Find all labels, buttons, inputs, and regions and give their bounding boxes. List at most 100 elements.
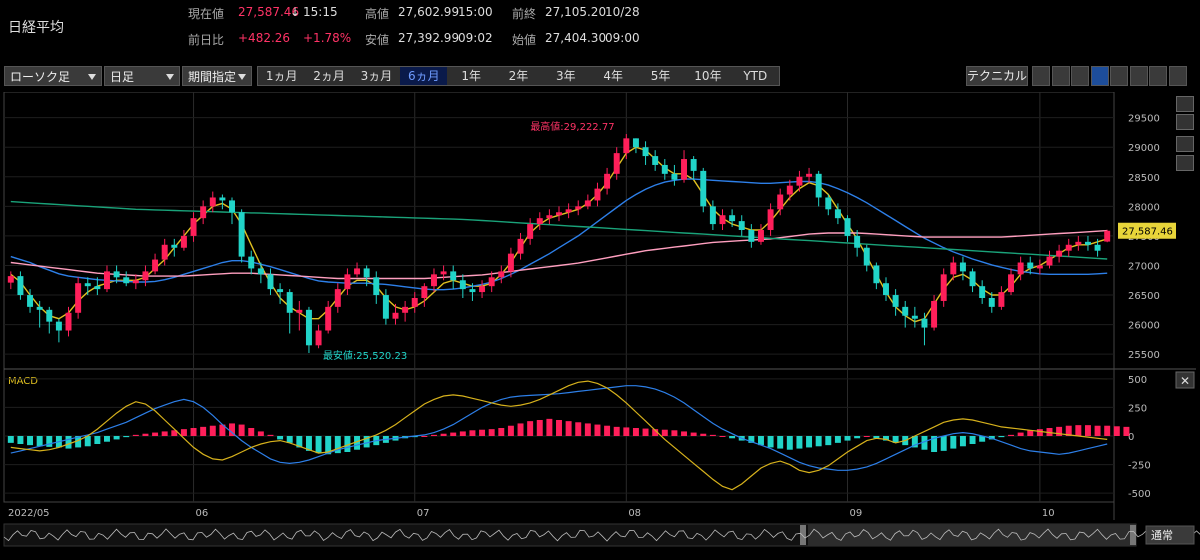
period-button[interactable]: 3ヵ月 — [360, 69, 393, 83]
pencil-icon[interactable] — [1032, 66, 1050, 86]
macd-histogram-bar — [450, 432, 457, 436]
candle — [363, 268, 370, 278]
candle — [652, 156, 659, 165]
macd-histogram-bar — [690, 432, 697, 436]
candle — [382, 295, 389, 319]
candle — [632, 138, 639, 148]
ma25-line — [10, 178, 1108, 291]
low-value: 27,392.99 — [398, 31, 460, 45]
macd-histogram-bar — [806, 436, 813, 448]
candle — [469, 289, 476, 293]
macd-histogram-bar — [354, 436, 361, 450]
macd-histogram-bar — [123, 436, 130, 438]
candle — [681, 159, 688, 180]
candle — [536, 218, 543, 225]
candle — [594, 188, 601, 201]
period-button[interactable]: 2ヵ月 — [313, 69, 345, 83]
period-button[interactable]: YTD — [743, 69, 768, 83]
macd-histogram-bar — [777, 436, 784, 449]
redo-icon[interactable] — [1176, 155, 1194, 171]
macd-histogram-bar — [565, 421, 572, 436]
candle — [719, 215, 726, 225]
candle — [911, 315, 918, 319]
low-time: 09:02 — [458, 31, 493, 45]
period-button[interactable]: 10年 — [694, 69, 722, 83]
macd-histogram-bar — [498, 428, 505, 436]
period-button[interactable]: 1年 — [461, 69, 481, 83]
settings-icon[interactable] — [1168, 66, 1187, 86]
macd-histogram-bar — [459, 431, 466, 436]
chart-type-select[interactable]: ローソク足 — [4, 66, 102, 86]
macd-histogram-bar — [315, 436, 322, 454]
y-tick-label: 25500 — [1128, 350, 1160, 361]
chart-type-value: ローソク足 — [10, 70, 71, 84]
folder-icon[interactable] — [1129, 66, 1148, 86]
macd-histogram-bar — [921, 436, 928, 450]
current-value: 27,587.46 — [238, 5, 300, 19]
macd-histogram-bar — [94, 436, 101, 444]
plot-frame — [3, 92, 1115, 503]
period-button[interactable]: 4年 — [603, 69, 624, 83]
candle — [171, 244, 178, 248]
macd-histogram-bar — [757, 436, 764, 446]
candle — [421, 286, 428, 298]
interval-select[interactable]: 日足 — [104, 66, 180, 86]
macd-histogram-bar — [17, 436, 24, 444]
macd-histogram-bar — [844, 436, 851, 441]
macd-title: MACD — [8, 376, 38, 387]
candle — [277, 289, 284, 293]
x-tick-label: 06 — [196, 508, 209, 519]
technical-button[interactable]: テクニカル — [966, 66, 1028, 86]
last-price-tag — [1118, 222, 1176, 239]
candle — [575, 206, 582, 210]
macd-histogram-bar — [488, 429, 495, 436]
macd-histogram-bar — [305, 436, 312, 451]
price-chart[interactable]: 2022/05060708091025500260002650027000275… — [0, 92, 1200, 560]
fit-vertical-icon[interactable] — [1176, 96, 1194, 112]
change-value: +482.26 — [238, 31, 291, 45]
y-tick-label: 26000 — [1128, 321, 1160, 332]
candle — [1046, 256, 1053, 266]
undo-icon[interactable] — [1176, 136, 1194, 152]
period-button[interactable]: 1ヵ月 — [265, 69, 298, 83]
candle — [700, 170, 707, 207]
macd-histogram-bar — [786, 436, 793, 450]
candle — [584, 200, 591, 207]
macd-histogram-bar — [1113, 426, 1120, 436]
lock-icon[interactable] — [1176, 114, 1194, 130]
close-icon — [1175, 371, 1195, 389]
candle — [286, 292, 293, 313]
navigator-handle-right — [1130, 525, 1136, 545]
macd-tick-label: -250 — [1128, 461, 1151, 472]
candle — [190, 218, 197, 236]
period-button[interactable]: 6ヵ月 — [400, 67, 448, 85]
candle — [815, 173, 822, 198]
prev-close-label: 前終 — [512, 7, 537, 21]
chart-style-icon[interactable] — [1090, 66, 1109, 86]
range-mode-select[interactable]: 期間指定 — [182, 66, 252, 86]
macd-histogram-bar — [46, 436, 53, 447]
candle — [998, 292, 1005, 307]
print-icon[interactable] — [1149, 66, 1167, 86]
macd-histogram-bar — [556, 420, 562, 436]
candle — [450, 271, 457, 281]
macd-histogram-bar — [700, 433, 707, 436]
macd-histogram-bar — [1084, 425, 1091, 436]
y-tick-label: 29000 — [1128, 143, 1160, 154]
candle — [1017, 262, 1024, 275]
macd-histogram-bar — [104, 436, 110, 442]
period-button[interactable]: 2年 — [508, 69, 529, 83]
candle — [498, 271, 505, 278]
candle — [75, 283, 82, 313]
range-mode-value: 期間指定 — [188, 70, 237, 84]
candle — [546, 215, 553, 219]
period-button[interactable]: 5年 — [650, 69, 671, 83]
macd-histogram-bar — [584, 423, 591, 436]
save-icon[interactable] — [1110, 66, 1128, 86]
candle — [479, 286, 486, 293]
period-button[interactable]: 3年 — [556, 69, 576, 83]
compare-icon[interactable] — [1071, 66, 1089, 86]
zoom-icon[interactable] — [1051, 66, 1070, 86]
candle — [267, 274, 274, 290]
macd-histogram-bar — [873, 436, 880, 439]
